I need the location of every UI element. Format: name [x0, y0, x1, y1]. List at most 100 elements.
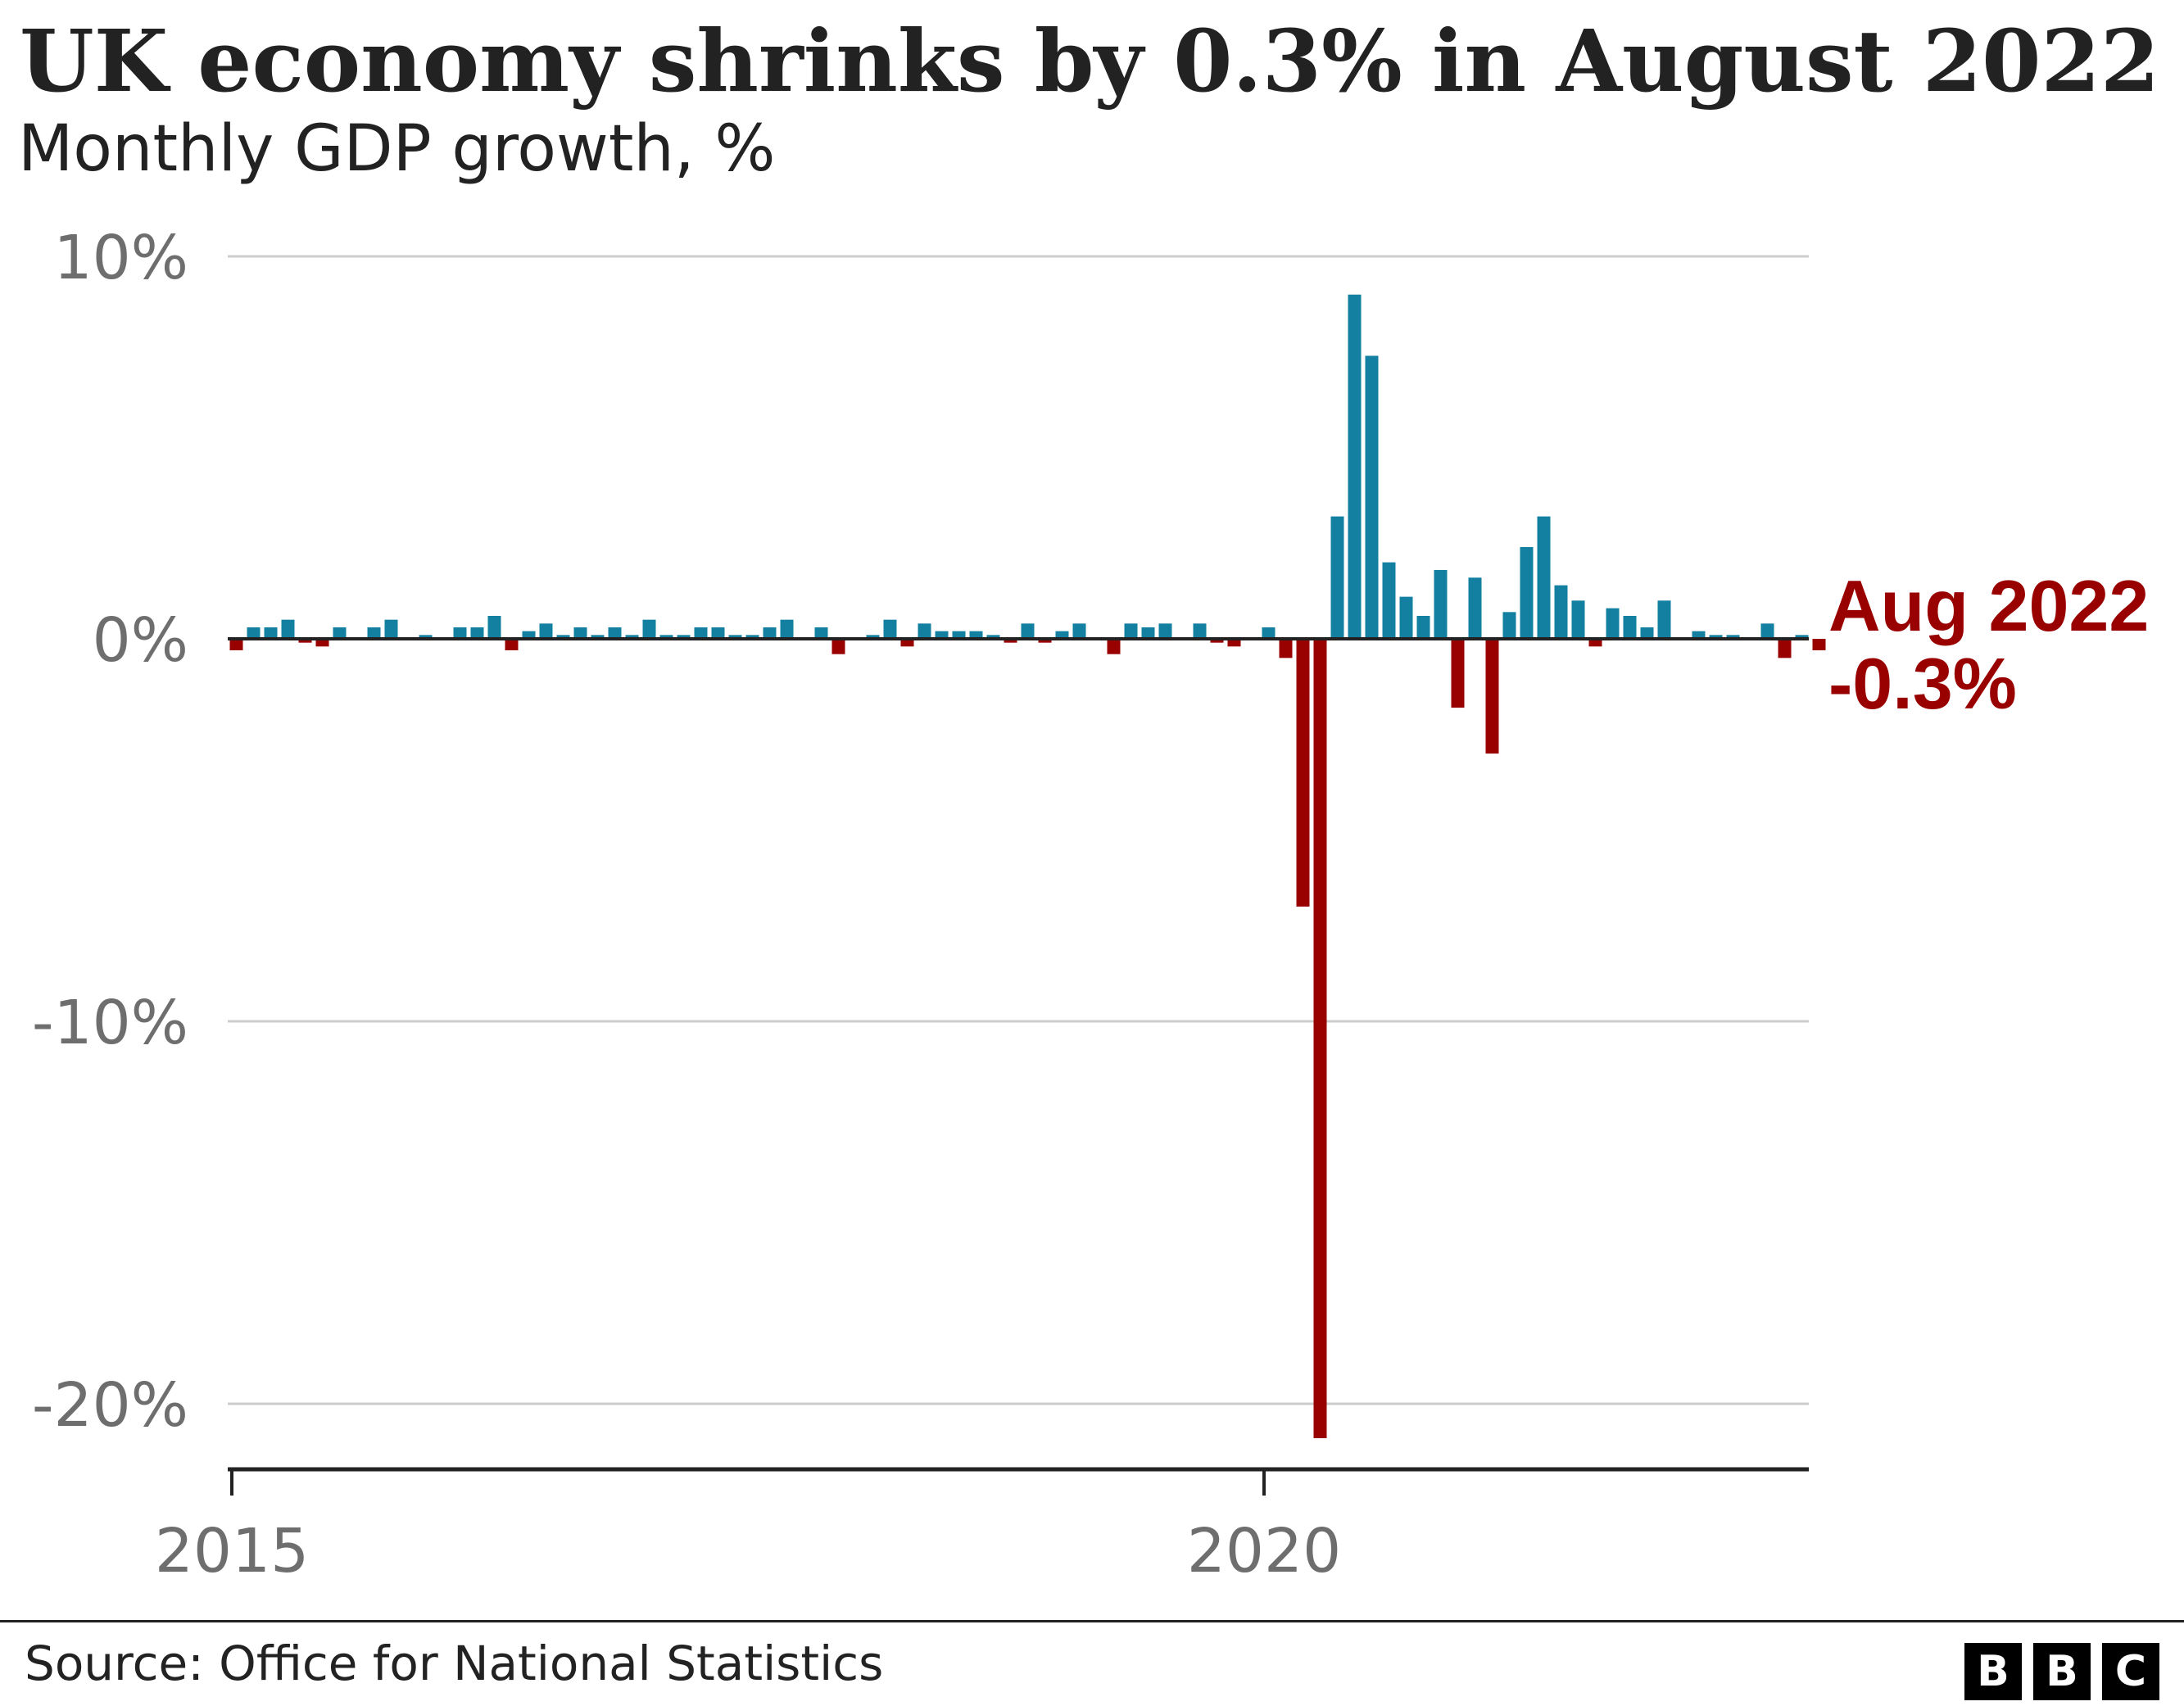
bar — [1434, 569, 1448, 639]
bar — [556, 635, 570, 639]
bar — [1640, 627, 1654, 639]
bar — [642, 619, 656, 639]
bar — [1365, 355, 1379, 639]
bar — [900, 639, 914, 647]
bbc-logo-letter-1: B — [1964, 1643, 2022, 1700]
annotation-value-label: -0.3% — [1828, 643, 2017, 724]
bar — [333, 627, 347, 639]
bar — [367, 627, 381, 639]
bbc-logo-letter-2: B — [2033, 1643, 2091, 1700]
bar — [694, 627, 708, 639]
bar — [505, 639, 519, 651]
bar — [1468, 577, 1482, 639]
bar — [745, 635, 759, 639]
bar — [1227, 639, 1241, 647]
bar-chart: 10% 0% -10% -20% 2015 2020 Aug 2022-0.3% — [32, 223, 2149, 1586]
bar — [1537, 516, 1551, 639]
bar — [1812, 639, 1826, 651]
bar — [1330, 516, 1344, 639]
bar — [1760, 623, 1774, 639]
bar — [384, 619, 398, 639]
bar — [298, 639, 312, 643]
bar — [1554, 585, 1568, 639]
bar — [728, 635, 742, 639]
bar — [866, 635, 880, 639]
bar — [1795, 635, 1809, 639]
bar — [229, 639, 243, 651]
bar — [1726, 635, 1740, 639]
bar — [1382, 562, 1396, 639]
bar — [1657, 600, 1671, 639]
bar — [1571, 600, 1585, 639]
annotation: Aug 2022-0.3% — [1828, 565, 2149, 724]
bar — [952, 631, 966, 639]
x-axis: 2015 2020 — [155, 1467, 1809, 1586]
bar — [659, 635, 673, 639]
x-tick-label: 2020 — [1187, 1516, 1341, 1586]
bar — [969, 631, 983, 639]
bar — [1124, 623, 1138, 639]
source-note: Source: Office for National Statistics — [25, 1636, 884, 1691]
bar — [1038, 639, 1052, 643]
bar — [1588, 639, 1602, 647]
bar — [1107, 639, 1121, 654]
bar — [1399, 596, 1413, 639]
bar — [1262, 627, 1276, 639]
bars — [229, 294, 1826, 1439]
bar — [625, 635, 639, 639]
y-tick-label: -10% — [32, 988, 188, 1058]
bar — [677, 635, 691, 639]
bar — [831, 639, 845, 654]
bar — [608, 627, 622, 639]
bar — [935, 631, 949, 639]
bar — [522, 631, 536, 639]
bar — [591, 635, 605, 639]
bar — [1313, 639, 1327, 1439]
bar — [1021, 623, 1035, 639]
bar — [281, 619, 295, 639]
footer-divider — [0, 1620, 2184, 1622]
bar — [264, 627, 278, 639]
chart-subtitle: Monthly GDP growth, % — [18, 112, 776, 186]
bar — [918, 623, 931, 639]
bar — [1210, 639, 1224, 643]
bar — [573, 627, 587, 639]
y-tick-label: -20% — [32, 1370, 188, 1441]
bar — [1502, 612, 1516, 639]
y-tick-label: 10% — [54, 223, 188, 293]
x-tick-label: 2015 — [155, 1516, 309, 1586]
bar — [419, 635, 433, 639]
bar — [247, 627, 261, 639]
bar — [1296, 639, 1310, 907]
bar — [453, 627, 467, 639]
bar — [1485, 639, 1499, 754]
bar — [539, 623, 553, 639]
bar — [814, 627, 828, 639]
bar — [315, 639, 329, 647]
bar — [1416, 615, 1430, 639]
y-tick-label: 0% — [93, 605, 188, 676]
chart-title: UK economy shrinks by 0.3% in August 202… — [20, 11, 2160, 111]
bar — [1072, 623, 1086, 639]
bar — [1055, 631, 1069, 639]
bar — [1348, 294, 1362, 639]
bar — [763, 627, 777, 639]
y-axis-tick-labels: 10% 0% -10% -20% — [32, 223, 188, 1441]
bar — [1520, 546, 1534, 639]
bar — [1451, 639, 1465, 708]
bar — [780, 619, 794, 639]
bar — [1778, 639, 1792, 658]
bar — [1692, 631, 1706, 639]
bbc-logo-letter-3: C — [2102, 1643, 2159, 1700]
bar — [1193, 623, 1207, 639]
bar — [470, 627, 484, 639]
bbc-logo: B B C — [1964, 1643, 2159, 1700]
bar — [1279, 639, 1293, 658]
bar — [1158, 623, 1172, 639]
bar — [986, 635, 1000, 639]
bar — [1004, 639, 1017, 643]
gridlines — [228, 255, 1809, 1405]
bar — [883, 619, 897, 639]
bar — [1623, 615, 1637, 639]
bar — [487, 615, 501, 639]
